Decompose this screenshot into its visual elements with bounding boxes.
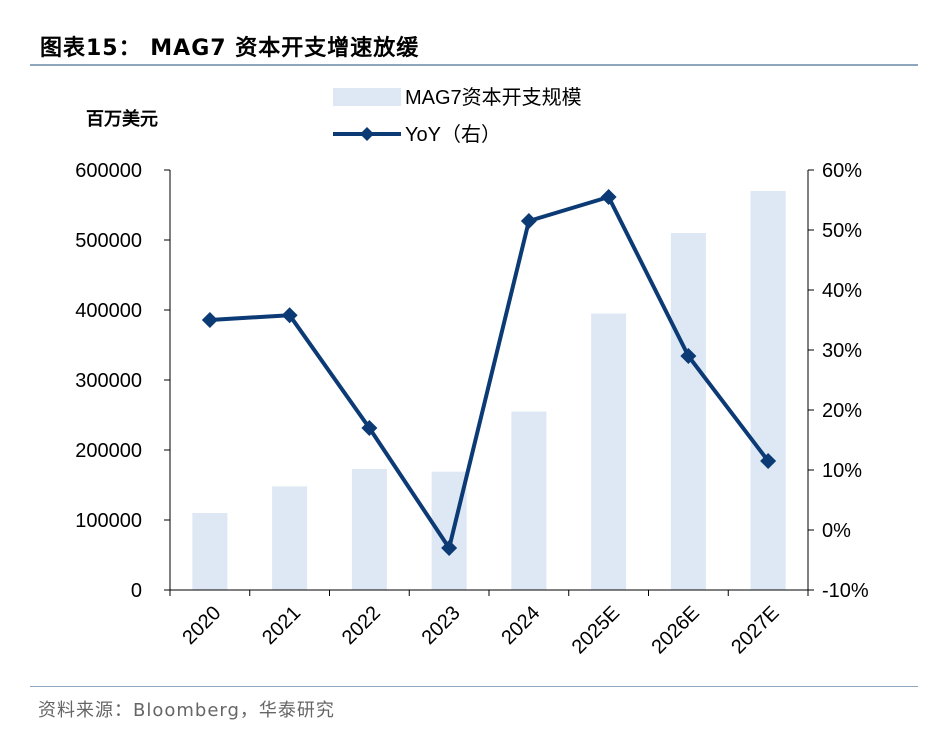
source-note: 资料来源：Bloomberg，华泰研究 xyxy=(38,700,335,721)
left-tick-label: 400000 xyxy=(75,300,142,322)
chart-title: 图表15： MAG7 资本开支增速放缓 xyxy=(40,36,420,61)
right-tick-label: 0% xyxy=(822,520,851,542)
left-tick-label: 200000 xyxy=(75,440,142,462)
x-tick-label-2021: 2021 xyxy=(258,602,305,649)
left-axis-ticks: 600000 500000 400000 300000 200000 100000 0 xyxy=(75,160,170,602)
left-tick-label: 0 xyxy=(131,580,142,602)
bar-series xyxy=(192,191,786,590)
left-tick-label: 300000 xyxy=(75,370,142,392)
yoy-point-2026E xyxy=(680,348,697,364)
right-tick-label: 40% xyxy=(822,280,862,302)
yoy-line xyxy=(209,195,770,550)
left-tick-label: 100000 xyxy=(75,510,142,532)
yoy-point-2021 xyxy=(281,307,298,324)
right-axis-ticks: 60% 50% 40% 30% 20% 10% 0% -10% xyxy=(808,160,869,602)
yoy-point-2024 xyxy=(520,213,537,229)
right-tick-label: 30% xyxy=(822,340,862,362)
yoy-point-2027E xyxy=(760,453,777,469)
x-tick-label-2026E: 2026E xyxy=(647,602,703,658)
right-tick-label: 20% xyxy=(822,400,862,422)
x-tick-label-2027E: 2027E xyxy=(727,602,783,658)
legend: MAG7资本开支规模 YoY（右） xyxy=(333,86,582,146)
bar-2026E xyxy=(670,233,706,590)
y-axis-label: 百万美元 xyxy=(86,108,158,129)
right-tick-label: 10% xyxy=(822,460,862,482)
title-divider xyxy=(30,64,918,66)
x-tick-label-2025E: 2025E xyxy=(568,602,624,658)
right-tick-label: 50% xyxy=(822,220,862,242)
yoy-point-2020 xyxy=(201,312,218,328)
line-series xyxy=(201,189,777,556)
bar-2020 xyxy=(192,513,228,590)
x-tick-label-2023: 2023 xyxy=(418,602,465,649)
right-tick-label: 60% xyxy=(822,160,862,182)
bar-2022 xyxy=(351,468,387,590)
right-tick-label: -10% xyxy=(822,580,869,602)
yoy-point-2025E xyxy=(600,189,617,205)
legend-swatch-bar xyxy=(333,88,401,106)
left-tick-label: 500000 xyxy=(75,230,142,252)
yoy-point-2022 xyxy=(361,420,378,436)
bar-2025E xyxy=(591,313,627,590)
legend-swatch-marker xyxy=(360,127,374,141)
bar-2024 xyxy=(511,411,547,590)
legend-label-bar: MAG7资本开支规模 xyxy=(405,86,582,109)
bar-2027E xyxy=(750,191,786,590)
source-divider xyxy=(30,686,918,687)
x-axis-ticks: 2020 2021 2022 2023 2024 2025E 2026E 2027E xyxy=(169,590,809,658)
bar-2021 xyxy=(272,486,308,590)
left-tick-label: 600000 xyxy=(75,160,142,182)
legend-label-line: YoY（右） xyxy=(405,123,501,146)
x-tick-label-2024: 2024 xyxy=(497,602,544,649)
yoy-point-2023 xyxy=(441,540,458,556)
x-tick-label-2020: 2020 xyxy=(178,602,225,649)
x-tick-label-2022: 2022 xyxy=(338,602,385,649)
